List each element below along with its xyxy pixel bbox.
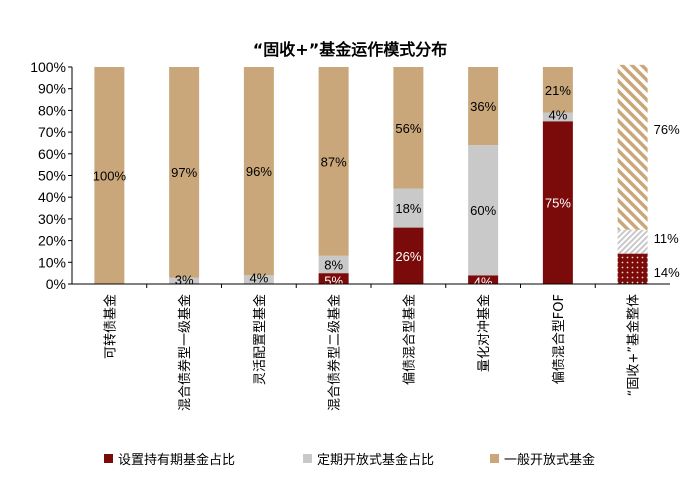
bar-segment-general-4 xyxy=(393,67,424,189)
data-label-periodic-6: 4% xyxy=(548,108,567,123)
legend-label-holding: 设置持有期基金占比 xyxy=(118,452,235,468)
data-label-holding-7: 14% xyxy=(654,265,680,280)
category-label-5: 量化对冲基金 xyxy=(476,294,492,372)
legend-label-general: 一般开放式基金 xyxy=(504,452,595,468)
bar-segment-general-6 xyxy=(542,67,573,113)
category-label-7: “固收+”基金整体 xyxy=(626,294,642,396)
bar-segment-holding-3 xyxy=(318,273,349,284)
data-label-holding-4: 26% xyxy=(395,249,421,264)
data-label-general-2: 96% xyxy=(246,164,272,179)
bar-segment-periodic-3 xyxy=(318,255,349,274)
legend-swatch-general xyxy=(490,454,499,463)
data-label-general-0: 100% xyxy=(93,169,127,184)
data-label-periodic-5: 60% xyxy=(470,203,496,218)
bar-segment-holding-4 xyxy=(393,227,424,284)
bar-segment-holding-7 xyxy=(617,253,648,284)
bar-segment-holding-5 xyxy=(468,275,499,284)
data-label-periodic-3: 8% xyxy=(324,257,343,272)
category-label-4: 偏债混合型基金 xyxy=(401,294,417,385)
data-label-periodic-1: 3% xyxy=(175,272,194,287)
y-tick-label-8: 80% xyxy=(38,102,66,118)
data-label-holding-5: 4% xyxy=(474,275,493,290)
legend-swatch-holding xyxy=(104,454,113,463)
data-label-periodic-4: 18% xyxy=(395,201,421,216)
bar-segment-periodic-1 xyxy=(169,277,200,284)
category-label-1: 混合债券型一级基金 xyxy=(177,294,193,411)
bar-segment-general-2 xyxy=(243,67,274,276)
category-label-0: 可转债基金 xyxy=(102,294,118,359)
y-tick-label-4: 40% xyxy=(38,189,66,205)
bar-segment-periodic-6 xyxy=(542,112,573,122)
category-label-2: 灵活配置型基金 xyxy=(252,294,268,385)
bar-segment-periodic-7 xyxy=(617,229,648,254)
bar-segment-periodic-2 xyxy=(243,275,274,284)
data-label-general-6: 21% xyxy=(545,83,571,98)
y-tick-label-9: 90% xyxy=(38,81,66,97)
y-tick-label-2: 20% xyxy=(38,233,66,249)
data-label-general-4: 56% xyxy=(395,121,421,136)
y-tick-label-10: 100% xyxy=(30,59,66,75)
data-label-general-5: 36% xyxy=(470,99,496,114)
data-label-holding-3: 5% xyxy=(324,274,343,289)
y-tick-label-0: 0% xyxy=(46,276,66,292)
chart-title: “固收+”基金运作模式分布 xyxy=(253,40,447,59)
category-label-6: 偏债混合型FOF xyxy=(552,294,567,384)
bars-layer xyxy=(94,64,648,284)
legend-label-periodic: 定期开放式基金占比 xyxy=(317,452,434,468)
bar-segment-periodic-5 xyxy=(468,145,499,276)
data-label-periodic-7: 11% xyxy=(654,231,679,246)
bar-segment-general-7 xyxy=(617,64,648,230)
data-label-general-1: 97% xyxy=(171,165,197,180)
y-tick-label-6: 60% xyxy=(38,146,66,162)
y-tick-label-7: 70% xyxy=(38,124,66,140)
y-tick-label-1: 10% xyxy=(38,254,66,270)
data-label-general-3: 87% xyxy=(321,154,347,169)
data-label-general-7: 76% xyxy=(654,122,680,137)
bar-segment-periodic-4 xyxy=(393,188,424,228)
bar-segment-general-0 xyxy=(94,67,125,284)
data-label-periodic-2: 4% xyxy=(249,270,268,285)
legend-swatch-periodic xyxy=(303,454,312,463)
bar-segment-general-3 xyxy=(318,67,349,256)
bar-segment-general-1 xyxy=(169,67,200,278)
legend: 设置持有期基金占比 定期开放式基金占比 一般开放式基金 xyxy=(104,452,595,468)
category-label-3: 混合债券型二级基金 xyxy=(327,294,343,411)
y-tick-label-5: 50% xyxy=(38,168,66,184)
bar-segment-general-5 xyxy=(468,67,499,146)
bar-segment-holding-6 xyxy=(542,121,573,284)
data-label-holding-6: 75% xyxy=(545,196,571,211)
axes-layer: 可转债基金 混合债券型一级基金 灵活配置型基金 混合债券型二级基金 偏债混合型基金 量化对… xyxy=(30,59,670,411)
y-tick-label-3: 30% xyxy=(38,211,66,227)
